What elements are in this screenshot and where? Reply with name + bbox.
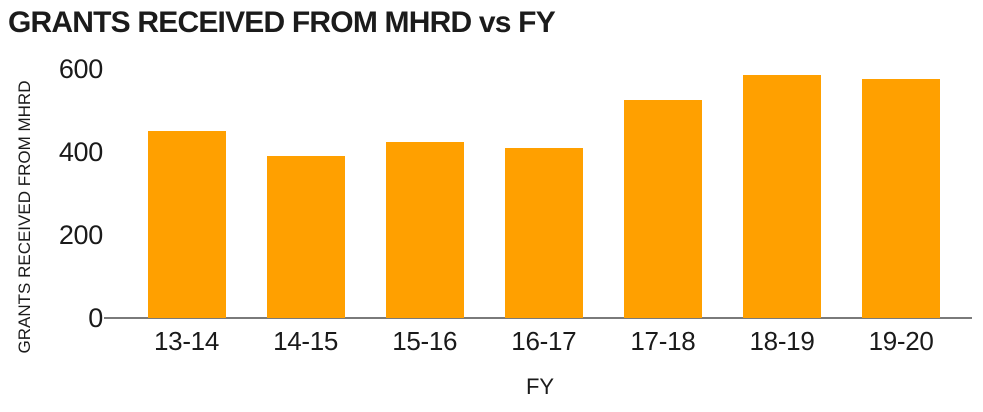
y-axis-tick-label: 400 xyxy=(58,137,103,167)
bar-15-16 xyxy=(385,141,464,318)
chart-title: GRANTS RECEIVED FROM MHRD vs FY xyxy=(8,6,556,39)
x-axis-tick-label: 19-20 xyxy=(868,326,934,356)
x-axis-tick-label: 16-17 xyxy=(511,326,577,356)
x-axis-tick-label: 17-18 xyxy=(630,326,696,356)
bar-19-20 xyxy=(862,79,941,318)
x-axis-title: FY xyxy=(525,374,555,399)
x-axis-tick-label: 13-14 xyxy=(154,326,219,356)
y-axis-tick-label: 0 xyxy=(88,303,103,333)
bar-13-14 xyxy=(147,131,226,318)
x-axis-tick-label: 15-16 xyxy=(392,326,458,356)
y-axis-tick-label: 200 xyxy=(58,220,103,250)
bar-17-18 xyxy=(623,100,702,318)
x-axis-tick-label: 14-15 xyxy=(273,326,339,356)
bar-14-15 xyxy=(266,156,345,318)
x-axis-tick-label: 18-19 xyxy=(749,326,815,356)
x-axis-line xyxy=(104,317,972,319)
bar-18-19 xyxy=(743,75,821,318)
bar-16-17 xyxy=(504,147,583,318)
y-axis-tick-label: 600 xyxy=(58,54,103,84)
